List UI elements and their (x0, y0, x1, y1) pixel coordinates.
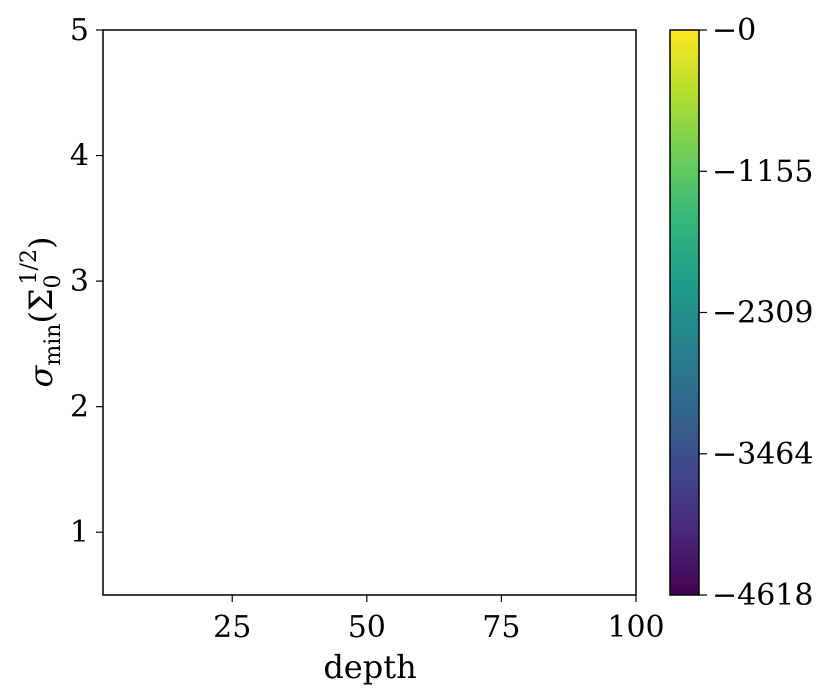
x-tick-label: 100 (607, 610, 664, 645)
colorbar-tick-label: −1155 (712, 154, 813, 189)
y-axis-ticks: 1 2 3 4 5 (70, 13, 103, 550)
x-tick-label: 75 (482, 610, 520, 645)
y-tick-label: 4 (70, 139, 89, 174)
y-axis-label-text: σmin(Σ01/2) (17, 237, 66, 388)
y-label-sigma-sub: 0 (41, 274, 66, 288)
y-label-sub: min (41, 324, 66, 366)
x-tick-label: 50 (348, 610, 386, 645)
y-tick-label: 2 (70, 390, 89, 425)
y-label-paren-close: ) (22, 237, 60, 249)
y-tick-label: 3 (70, 264, 89, 299)
y-label-paren-open: ( (22, 311, 60, 323)
y-axis-label: σmin(Σ01/2) (17, 237, 66, 388)
y-label-Sigma: Σ (22, 288, 60, 311)
y-label-sigma-sup: 1/2 (17, 249, 42, 284)
colorbar-tick-label: −3464 (712, 437, 813, 472)
x-axis-label: depth (323, 648, 416, 686)
y-tick-label: 5 (70, 13, 89, 48)
y-label-sigma: σ (22, 364, 60, 387)
y-tick-label: 1 (70, 515, 89, 550)
x-tick-label: 25 (213, 610, 251, 645)
x-axis-ticks: 25 50 75 100 (213, 595, 665, 645)
colorbar-tick-label: −0 (712, 13, 756, 48)
plot-frame (102, 29, 637, 596)
colorbar (670, 30, 699, 595)
colorbar-ticks: −0 −1155 −2309 −3464 −4618 (699, 13, 813, 613)
colorbar-tick-label: −4618 (712, 578, 813, 613)
colorbar-tick-label: −2309 (712, 296, 813, 331)
